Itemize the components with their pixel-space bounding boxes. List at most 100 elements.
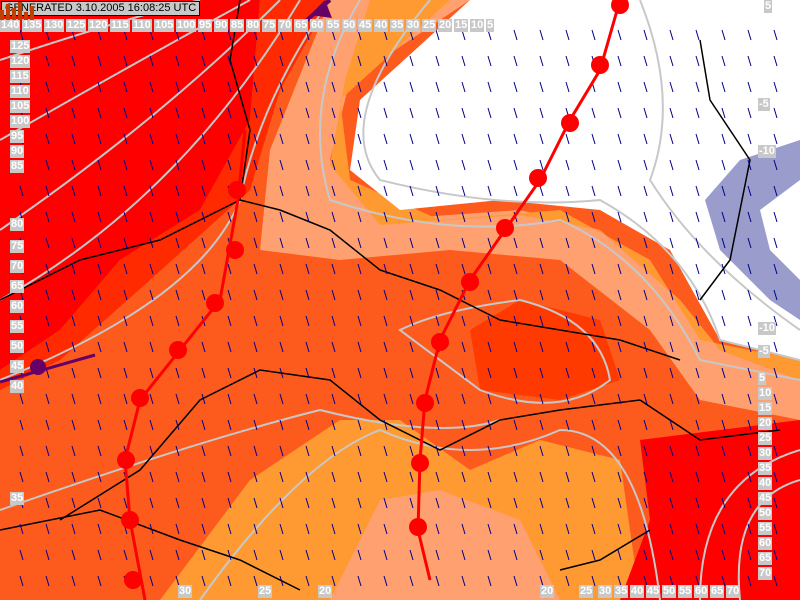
wind-arrow — [279, 523, 284, 535]
wind-arrow — [331, 549, 336, 561]
wind-arrow — [721, 237, 726, 249]
wind-arrow — [513, 315, 518, 327]
wind-arrow — [669, 133, 674, 145]
wind-arrow — [643, 315, 648, 327]
isoline-label-bottom: 70 — [726, 585, 741, 598]
wind-arrow — [97, 55, 102, 67]
wind-arrow — [45, 445, 50, 457]
wind-arrow — [201, 107, 206, 119]
wind-arrow — [487, 341, 492, 353]
wind-arrow — [539, 367, 544, 379]
wind-arrow — [227, 445, 232, 457]
wind-arrow — [123, 185, 128, 197]
isoline-label-right: 5 — [758, 372, 767, 385]
wind-arrow — [331, 159, 336, 171]
wind-arrow — [357, 81, 362, 93]
wind-arrow — [19, 185, 24, 197]
warm-front-semicircle — [228, 181, 246, 199]
wind-arrow — [539, 55, 544, 67]
isoline-label-bottom: 30 — [598, 585, 613, 598]
wind-arrow — [435, 29, 440, 41]
isoline-label-top: 10 — [470, 19, 485, 32]
wind-arrow — [461, 549, 466, 561]
wind-arrow — [357, 133, 362, 145]
wind-arrow — [617, 263, 622, 275]
wind-arrow — [71, 523, 76, 535]
wind-arrow — [695, 107, 700, 119]
wind-arrow — [331, 471, 336, 483]
wind-arrow — [45, 419, 50, 431]
wind-arrow — [253, 289, 258, 301]
wind-arrow — [149, 523, 154, 535]
wind-arrow — [669, 393, 674, 405]
wind-arrow — [539, 523, 544, 535]
wind-arrow — [409, 341, 414, 353]
wind-arrow — [71, 497, 76, 509]
wind-arrow — [487, 419, 492, 431]
wind-arrow — [409, 575, 414, 587]
wind-arrow — [71, 55, 76, 67]
wind-arrow — [149, 393, 154, 405]
wind-arrow — [487, 393, 492, 405]
wind-arrow — [617, 471, 622, 483]
wind-arrow — [773, 107, 778, 119]
red-zone-southeast — [620, 420, 800, 600]
isoline-label-top: 40 — [374, 19, 389, 32]
wind-arrow — [487, 315, 492, 327]
wind-arrow — [97, 107, 102, 119]
wind-arrow — [643, 497, 648, 509]
wind-arrow — [253, 419, 258, 431]
wind-arrow — [721, 497, 726, 509]
isoline-label-right: -10 — [758, 145, 776, 158]
wind-arrow — [149, 289, 154, 301]
wind-arrow — [565, 549, 570, 561]
wind-arrow — [253, 211, 258, 223]
wind-arrow — [305, 237, 310, 249]
wind-arrow — [435, 367, 440, 379]
wind-arrow — [331, 133, 336, 145]
wind-arrow — [747, 393, 752, 405]
wind-arrow — [591, 523, 596, 535]
wind-arrow — [435, 211, 440, 223]
wind-arrow — [305, 81, 310, 93]
wind-arrow — [747, 55, 752, 67]
wind-arrow — [71, 367, 76, 379]
wind-arrow — [175, 315, 180, 327]
wind-arrow — [539, 419, 544, 431]
warm-front-semicircle — [121, 511, 139, 529]
wind-arrow — [773, 263, 778, 275]
wind-arrow — [175, 497, 180, 509]
wind-arrow — [617, 29, 622, 41]
wind-arrow — [539, 81, 544, 93]
wind-arrow — [45, 81, 50, 93]
wind-arrow — [643, 211, 648, 223]
wind-arrow — [149, 81, 154, 93]
wind-arrow — [617, 289, 622, 301]
wind-arrow — [565, 263, 570, 275]
wind-arrow — [123, 133, 128, 145]
warm-front-semicircle — [226, 241, 244, 259]
wind-arrow — [175, 211, 180, 223]
isoline-label-top: 85 — [230, 19, 245, 32]
wind-arrow — [773, 29, 778, 41]
isoline-label-bottom: 45 — [646, 585, 661, 598]
wind-arrow — [461, 575, 466, 587]
isoline-label-top: 80 — [246, 19, 261, 32]
wind-arrow — [747, 575, 752, 587]
wind-arrow — [331, 289, 336, 301]
wind-arrow — [591, 289, 596, 301]
wind-arrow — [643, 549, 648, 561]
wind-arrow — [773, 419, 778, 431]
wind-arrow — [617, 393, 622, 405]
wind-arrow — [383, 523, 388, 535]
wind-arrow — [565, 497, 570, 509]
wind-arrow — [123, 497, 128, 509]
wind-arrow — [617, 107, 622, 119]
wind-arrow — [149, 445, 154, 457]
wind-arrow — [721, 419, 726, 431]
wind-arrow — [539, 497, 544, 509]
wind-arrow — [97, 549, 102, 561]
wind-arrow — [539, 133, 544, 145]
wind-arrow — [773, 523, 778, 535]
wind-arrow — [201, 185, 206, 197]
